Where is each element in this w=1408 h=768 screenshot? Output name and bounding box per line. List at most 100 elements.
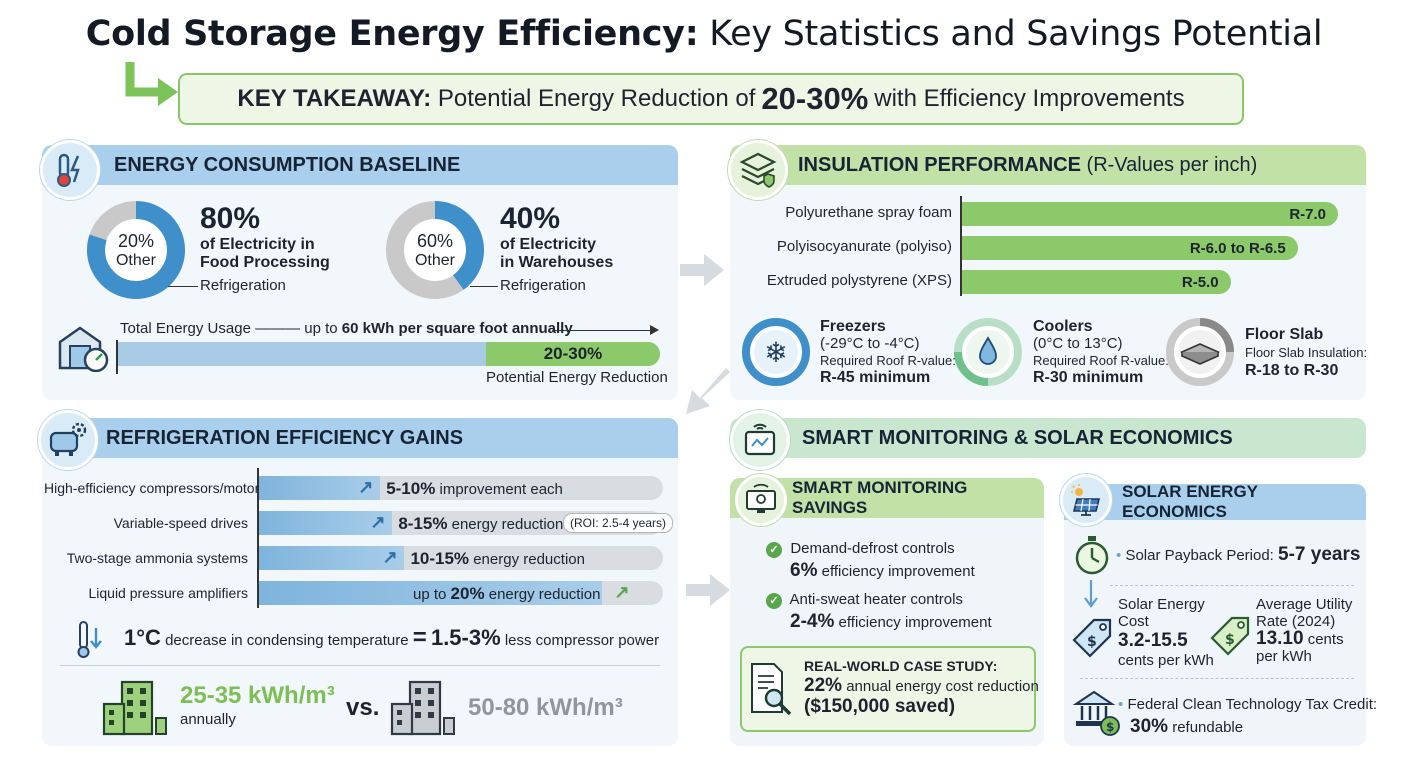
freezers-value: R-45 minimum: [820, 369, 931, 386]
efficiency-row-track: [259, 546, 663, 570]
usage-label-row: Total Energy Usage ——— up to 60 kWh per …: [120, 320, 573, 337]
svg-text:$: $: [1106, 720, 1114, 734]
efficiency-row-fill: [259, 511, 393, 535]
food-processing-stat: 80% of Electricity in Food Processing: [200, 202, 330, 272]
food-other-label: Other: [115, 252, 156, 269]
roi-badge: (ROI: 2.5-4 years): [563, 513, 674, 533]
smart-item-1-text: efficiency improvement: [821, 563, 975, 580]
smart-item-2-text: efficiency improvement: [838, 614, 992, 631]
government-building-icon: $: [1072, 690, 1120, 736]
floor-title: Floor Slab: [1245, 326, 1324, 343]
insulation-bar-label: Extruded polystyrene (XPS): [766, 272, 952, 289]
insulation-layers-icon: [728, 140, 788, 200]
takeaway-value: 20-30%: [761, 81, 869, 116]
usage-axis: [116, 340, 118, 374]
benchmark-good-sub: annually: [180, 711, 236, 728]
smart-item-1-label: Demand-defrost controls: [790, 540, 955, 557]
smart-item-2-label: Anti-sweat heater controls: [789, 591, 963, 608]
solar-panel-icon: [1060, 474, 1112, 526]
benchmark-good: 25-35 kWh/m³: [180, 682, 335, 709]
smart-solar-header: SMART MONITORING & SOLAR ECONOMICS: [730, 418, 1366, 458]
efficiency-row-text: 10-15% energy reduction: [410, 549, 585, 569]
efficiency-row-track: [259, 476, 663, 500]
refrigeration-header: REFRIGERATION EFFICIENCY GAINS: [42, 418, 678, 458]
takeaway-post: with Efficiency Improvements: [874, 85, 1185, 112]
efficiency-row-desc: energy reduction: [473, 551, 585, 568]
warehouse-donut: 60% Other: [385, 200, 485, 300]
coolers-value: R-30 minimum: [1033, 369, 1144, 386]
solar-divider-1: [1110, 585, 1354, 586]
compare-vs: vs.: [346, 694, 380, 721]
condense-eq: =: [412, 624, 427, 651]
svg-text:$: $: [1087, 634, 1097, 650]
checkmark-icon: ✓: [766, 542, 782, 558]
snowflake-icon: ❄: [764, 336, 788, 368]
coolers-stat: Coolers (0°C to 13°C) Required Roof R-va…: [1033, 318, 1169, 386]
insulation-header-sub: (R-Values per inch): [1086, 153, 1258, 176]
efficiency-row-value: 5-10%: [386, 479, 436, 498]
warehouse-leader-line: [470, 286, 498, 287]
insulation-panel: INSULATION PERFORMANCE (R-Values per inc…: [730, 145, 1366, 400]
donut-refrigeration-slice: [87, 201, 185, 299]
down-arrow-icon: [1084, 580, 1098, 608]
payback-value: 5-7 years: [1278, 544, 1361, 565]
reduction-bar: 20-30%: [486, 342, 660, 366]
case-study-box: [740, 646, 1036, 732]
tax-label: Federal Clean Technology Tax Credit:: [1127, 696, 1378, 713]
insulation-bar-value: R-6.0 to R-6.5: [1189, 239, 1286, 257]
coolers-range: (0°C to 13°C): [1033, 335, 1123, 352]
insulation-header: INSULATION PERFORMANCE (R-Values per inc…: [730, 145, 1366, 185]
refrigeration-divider: [60, 665, 660, 666]
efficiency-row-desc: energy reduction: [488, 586, 601, 603]
food-other-pct: 20%: [117, 231, 155, 251]
price-tag-icon: $: [1072, 618, 1112, 658]
warehouse-slice-label: Refrigeration: [500, 277, 586, 294]
freezers-stat: Freezers (-29°C to -4°C) Required Roof R…: [820, 318, 956, 386]
price-tag-green-icon: $: [1210, 616, 1250, 656]
insulation-bar: R-6.0 to R-6.5: [962, 236, 1298, 260]
warehouse-pct: 40%: [500, 202, 561, 235]
document-magnifier-icon: [751, 663, 792, 716]
gray-building-icon: [390, 680, 455, 736]
usage-value: 60 kWh per square foot annually: [341, 320, 573, 337]
reduction-pct: 20-30%: [543, 344, 603, 363]
util-unit2: per kWh: [1256, 648, 1312, 665]
freezers-range: (-29°C to -4°C): [820, 335, 920, 352]
smart-item-1-value: 6%: [790, 560, 818, 581]
coolers-title: Coolers: [1033, 318, 1093, 335]
food-slice-label: Refrigeration: [200, 277, 286, 294]
case-title: REAL-WORLD CASE STUDY:: [804, 658, 998, 674]
efficiency-row-desc: improvement each: [439, 481, 563, 498]
food-processing-donut: 20% Other: [86, 200, 186, 300]
thermometer-down-icon: [77, 621, 102, 658]
efficiency-row-track: [259, 581, 663, 605]
water-drop-icon: [979, 336, 997, 365]
insulation-bar-value: R-5.0: [1181, 273, 1219, 291]
compressor-gear-icon: [38, 410, 98, 470]
smart-item-2-value: 2-4%: [790, 611, 835, 632]
floor-value: R-18 to R-30: [1245, 362, 1339, 379]
usage-label: Total Energy Usage: [120, 320, 251, 337]
takeaway-arrow-icon: [125, 62, 178, 106]
solar-header: SOLAR ENERGY ECONOMICS: [1064, 482, 1366, 521]
usage-pre: up to: [304, 320, 338, 337]
efficient-benchmark: 25-35 kWh/m³ annually: [180, 684, 335, 732]
util-unit1: cents: [1307, 631, 1344, 648]
food-line1: of Electricity in: [200, 236, 315, 253]
case-study-text: REAL-WORLD CASE STUDY: 22% annual energy…: [804, 656, 1039, 717]
efficiency-row-text: 8-15% energy reduction: [398, 514, 563, 534]
cost-label1: Solar Energy: [1118, 596, 1205, 613]
insulation-bar-value: R-7.0: [1289, 205, 1326, 223]
key-takeaway-banner: KEY TAKEAWAY: Potential Energy Reduction…: [178, 73, 1244, 125]
monitor-bulb-icon: [735, 474, 787, 526]
efficiency-row-desc: energy reduction: [451, 516, 564, 533]
efficiency-row-label: Two-stage ammonia systems: [66, 550, 248, 566]
floor-slab-stat: Floor Slab Floor Slab Insulation: R-18 t…: [1245, 326, 1367, 380]
food-leader-line: [168, 286, 198, 287]
efficiency-row-fill: [259, 581, 603, 605]
efficiency-row-fill: [259, 476, 381, 500]
up-trend-arrow-icon: ↗: [382, 547, 398, 567]
warehouse-line2: in Warehouses: [500, 254, 614, 271]
efficiency-row-value: 8-15%: [398, 514, 448, 533]
efficiency-row-label: Liquid pressure amplifiers: [88, 585, 248, 601]
